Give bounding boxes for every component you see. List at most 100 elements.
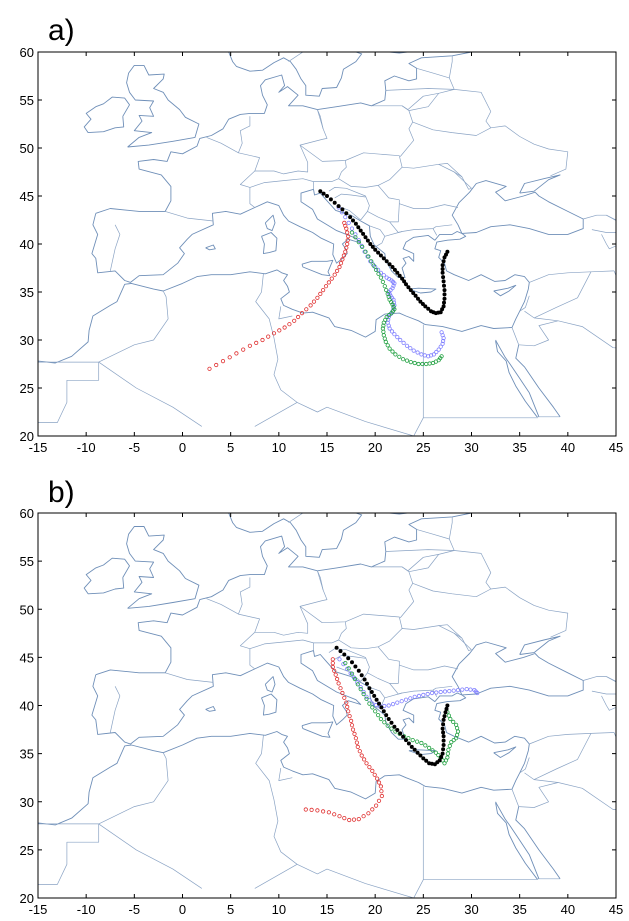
trajectory-point (451, 688, 456, 693)
trajectory-point (349, 226, 355, 231)
trajectory-point (455, 687, 461, 693)
y-tick-label: 55 (20, 554, 34, 569)
x-tick-label: 45 (609, 902, 623, 917)
trajectory-point (386, 717, 391, 722)
coastline (91, 650, 463, 745)
country-border (288, 52, 304, 62)
trajectory-point (332, 200, 337, 205)
map-frame (37, 512, 617, 899)
country-border (238, 613, 260, 670)
country-border (206, 577, 251, 615)
y-tick-label: 40 (20, 699, 34, 714)
trajectory-point (446, 747, 451, 752)
trajectory-point (441, 717, 446, 722)
trajectory-point (350, 727, 356, 732)
coastline (261, 693, 278, 716)
country-border (385, 88, 455, 91)
trajectory-point (441, 304, 446, 309)
trajectory-point (443, 710, 448, 715)
country-border (288, 513, 304, 523)
trajectory-point (321, 191, 326, 196)
trajectory-point (441, 722, 446, 727)
trajectory-point (418, 753, 423, 758)
trajectory-point (451, 719, 456, 725)
trajectory-point (411, 348, 416, 353)
country-border (313, 160, 347, 182)
x-tick-label: 15 (320, 902, 334, 917)
trajectory-point (373, 803, 379, 808)
trajectory-point (323, 284, 329, 289)
trajectory-point (349, 660, 354, 665)
trajectory-point (353, 232, 358, 237)
trajectory-point (363, 249, 368, 254)
country-border (299, 606, 403, 629)
trajectory-point (358, 686, 363, 692)
trajectory-point (382, 336, 387, 341)
trajectory-point (344, 211, 349, 216)
country-border (438, 163, 472, 190)
trajectory-point (347, 713, 352, 719)
country-border (249, 639, 314, 651)
trajectory-point (343, 249, 348, 254)
trajectory-point (439, 755, 444, 760)
country-border (524, 271, 592, 319)
trajectory-point (415, 750, 420, 755)
coastline (83, 96, 130, 134)
y-tick-label: 20 (20, 891, 34, 906)
x-tick-label: 15 (320, 440, 334, 455)
country-border (38, 362, 100, 423)
trajectory-point (334, 645, 339, 650)
x-tick-label: 10 (272, 902, 286, 917)
trajectory-point (441, 738, 446, 743)
trajectory-4 (318, 189, 450, 316)
trajectory-point (332, 668, 337, 673)
y-tick-label: 30 (20, 333, 34, 348)
country-border (296, 402, 414, 436)
trajectory-point (415, 296, 420, 301)
country-border (558, 782, 616, 811)
coastline (495, 801, 540, 879)
trajectory-point (292, 318, 297, 323)
trajectory-point (353, 664, 358, 669)
trajectory-point (438, 689, 443, 695)
trajectory-point (475, 690, 480, 696)
trajectory-point (320, 287, 326, 293)
country-border (432, 228, 438, 236)
coastline (389, 52, 412, 54)
coastline (515, 806, 561, 880)
y-tick-label: 45 (20, 650, 34, 665)
country-border (367, 646, 400, 684)
basemap (38, 513, 616, 898)
country-border (238, 152, 260, 208)
country-border (413, 786, 424, 898)
trajectory-point (214, 362, 219, 368)
trajectory-point (338, 261, 344, 266)
trajectory-point (372, 693, 377, 698)
trajectory-point (308, 303, 313, 308)
trajectory-point (415, 350, 420, 355)
trajectory-point (220, 358, 226, 364)
trajectory-1 (303, 657, 384, 823)
country-border (38, 823, 100, 885)
y-tick-label: 50 (20, 141, 34, 156)
trajectory-point (363, 235, 368, 240)
trajectory-point (358, 228, 363, 233)
trajectory-point (395, 334, 400, 340)
trajectory-point (423, 304, 428, 309)
country-border (371, 566, 415, 619)
coastline (205, 706, 216, 712)
trajectory-point (441, 747, 446, 752)
country-border (519, 295, 530, 312)
country-border (448, 516, 453, 540)
trajectory-point (390, 302, 395, 307)
trajectory-point (390, 349, 395, 354)
trajectory-4 (334, 645, 450, 767)
country-border (511, 327, 520, 345)
trajectory-point (374, 697, 379, 702)
trajectory-point (387, 346, 392, 351)
trajectory-point (445, 751, 450, 756)
trajectory-point (315, 295, 320, 300)
trajectory-point (395, 728, 400, 733)
trajectory-point (440, 270, 445, 275)
trajectory-point (389, 726, 394, 731)
